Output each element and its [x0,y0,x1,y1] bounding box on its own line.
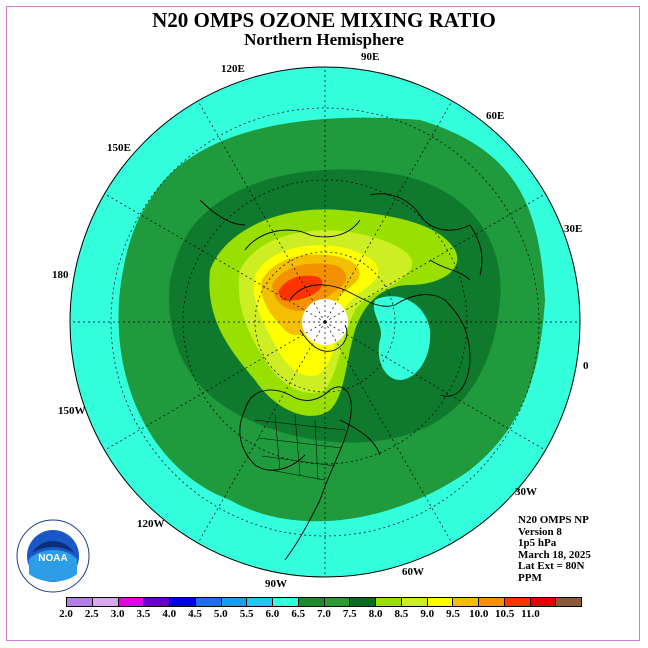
info-satellite: N20 OMPS NP [518,514,589,526]
info-date: March 18, 2025 [518,548,591,561]
lon-label-150e: 150E [107,142,131,154]
colorbar-swatch [479,598,505,606]
colorbar [66,597,582,607]
colorbar-swatch [401,598,428,606]
figure-title: N20 OMPS OZONE MIXING RATIO [152,8,496,32]
colorbar-swatch [427,598,454,606]
lon-label-90e: 90E [361,51,380,63]
state-grid [254,414,346,481]
figure-frame [6,6,640,641]
lon-label-60e: 60E [486,110,505,122]
colorbar-ticks: 2.0 2.5 3.0 3.5 4.0 4.5 5.0 5.5 6.0 6.5 7.0 7.5 8.0 8… [59,608,582,622]
colorbar-swatch [376,598,402,606]
colorbar-tick-label: 9.0 [420,608,435,620]
lon-label-120w: 120W [137,518,165,530]
info-version: Version 8 [518,525,562,538]
colorbar-tick-label: 2.5 [84,608,99,620]
colorbar-swatch [118,598,145,606]
colorbar-tick-label: 10.0 [469,608,489,620]
colorbar-tick-label: 4.0 [162,608,177,620]
colorbar-tick-label: 7.5 [342,608,357,620]
colorbar-swatch [273,598,299,606]
colorbar-swatch [144,598,170,606]
colorbar-tick-label: 3.5 [136,608,151,620]
colorbar-swatch [350,598,376,606]
colorbar-tick-label: 11.0 [521,608,540,620]
colorbar-swatch [298,598,325,606]
colorbar-swatch [221,598,248,606]
colorbar-swatch [195,598,222,606]
colorbar-tick-label: 4.5 [188,608,202,620]
colorbar-tick-label: 2.0 [59,608,73,620]
lon-label-180: 180 [52,269,69,281]
colorbar-swatch [556,598,581,606]
colorbar-tick-label: 5.0 [213,608,228,620]
coastlines [199,193,483,561]
colorbar-tick-label: 7.0 [317,608,331,620]
colorbar-tick-label: 10.5 [494,608,515,620]
colorbar-swatch [92,598,119,606]
info-block: N20 OMPS NP Version 8 1p5 hPa March 18, … [518,514,591,584]
info-pressure-level: 1p5 hPa [518,537,557,549]
cutoff-low-5.5 [373,296,431,380]
lon-label-30w: 30W [515,486,537,498]
colorbar-swatch [67,598,93,606]
noaa-logo: NOAA [16,519,90,593]
colorbar-tick-label: 6.5 [291,608,306,620]
colorbar-tick-label: 5.5 [239,608,254,620]
colorbar-tick-label: 8.0 [368,608,383,620]
colorbar-swatch [324,598,351,606]
colorbar-swatch [530,598,557,606]
noaa-logo-text: NOAA [38,553,67,564]
lon-label-0: 0 [583,360,589,372]
info-lat-extent: Lat Ext = 80N [518,560,585,572]
lon-label-60w: 60W [402,566,424,578]
map-boundary [69,66,581,578]
info-units: PPM [518,571,542,584]
colorbar-tick-label: 9.5 [446,608,460,620]
colorbar-swatch [453,598,479,606]
colorbar-tick-label: 3.0 [110,608,125,620]
figure-subtitle: Northern Hemisphere [244,30,404,49]
colorbar-tick-label: 6.0 [265,608,280,620]
colorbar-swatch [504,598,531,606]
colorbar-tick-label: 8.5 [394,608,409,620]
lon-label-120e: 120E [221,63,245,75]
lon-label-150w: 150W [58,405,86,417]
lon-label-30e: 30E [564,223,583,235]
lon-label-90w: 90W [265,578,287,590]
contour-fill-10.0 [278,275,323,301]
colorbar-swatch [170,598,196,606]
colorbar-swatch [247,598,273,606]
